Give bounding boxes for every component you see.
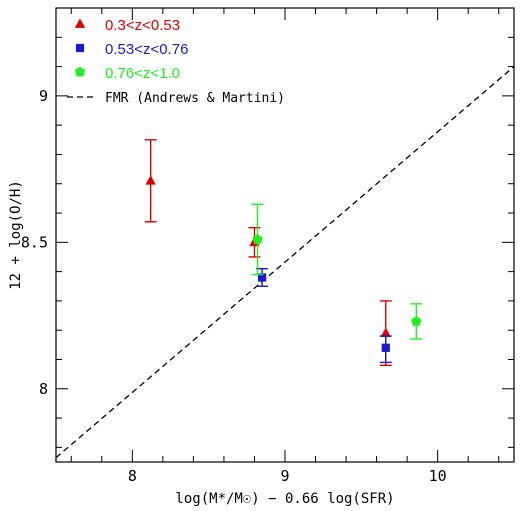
axis-ticks: 8 9 10 8 8.5 9: [21, 7, 514, 485]
square-marker: [381, 343, 390, 352]
legend-square-icon: [75, 43, 85, 53]
data-points: [144, 139, 423, 367]
data-point-0-76-z-1-0: [251, 203, 264, 276]
triangle-marker: [380, 327, 391, 337]
legend: 0.3<z<0.53 0.53<z<0.76 0.76<z<1.0 FMR (Andr…: [67, 17, 285, 106]
x-tick-label: 9: [280, 467, 289, 485]
y-axis-label: 12 + log(O/H): [8, 180, 24, 290]
legend-pentagon-icon: [74, 66, 86, 77]
data-point-0-3-z-0-53: [144, 139, 157, 223]
y-tick-label: 9: [39, 87, 48, 105]
pentagon-marker: [411, 315, 422, 326]
triangle-marker: [145, 175, 156, 185]
x-tick-label: 10: [429, 467, 447, 485]
legend-label-0-76-z-1-0: 0.76<z<1.0: [105, 65, 180, 82]
data-point-0-53-z-0-76: [379, 335, 392, 364]
legend-triangle-icon: [74, 18, 86, 28]
square-marker: [257, 273, 267, 282]
x-axis-label: log(M*/M☉) − 0.66 log(SFR): [175, 491, 394, 507]
x-tick-label: 8: [128, 467, 137, 485]
y-tick-label: 8: [39, 380, 48, 398]
legend-label-0-3-z-0-53: 0.3<z<0.53: [105, 17, 180, 34]
pentagon-marker: [252, 233, 263, 244]
legend-label-0-53-z-0-76: 0.53<z<0.76: [105, 41, 188, 58]
fmr-line-group: [56, 66, 514, 459]
fmr-line: [56, 66, 514, 459]
data-point-0-76-z-1-0: [410, 303, 423, 340]
legend-label-fmr: FMR (Andrews & Martini): [105, 91, 285, 106]
y-tick-label: 8.5: [21, 233, 48, 251]
